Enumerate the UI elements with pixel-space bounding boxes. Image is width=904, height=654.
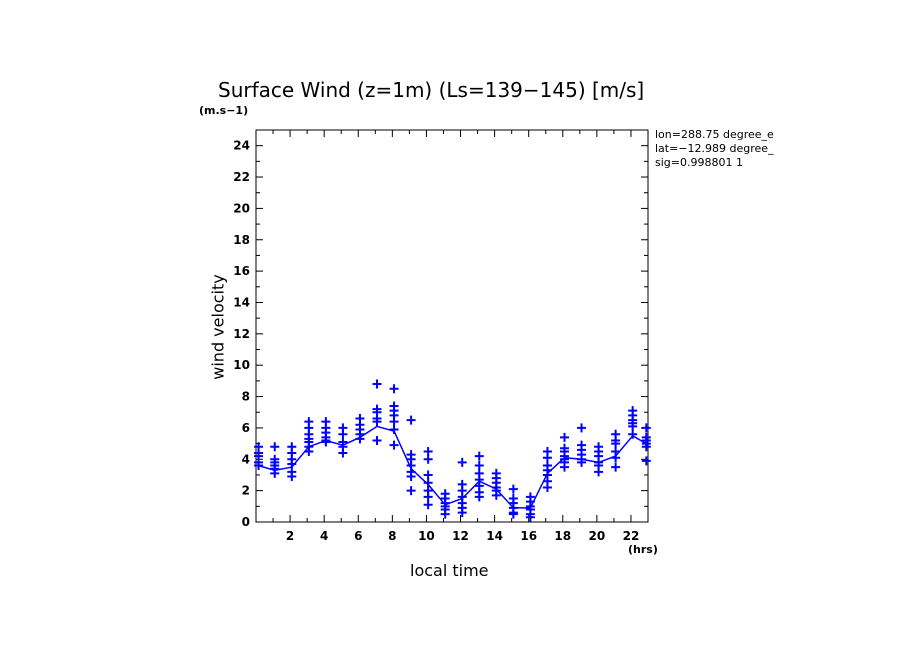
data-point: [628, 429, 638, 439]
data-point: [406, 486, 416, 496]
data-point: [270, 442, 280, 452]
x-tick-label: 16: [520, 529, 537, 543]
data-point: [611, 439, 621, 449]
chart-title: Surface Wind (z=1m) (Ls=139−145) [m/s]: [218, 78, 645, 102]
data-point: [594, 467, 604, 477]
data-point: [474, 461, 484, 471]
data-point: [525, 512, 535, 522]
data-point: [287, 472, 297, 482]
x-tick-label: 18: [554, 529, 571, 543]
data-point: [389, 417, 399, 427]
y-tick-label: 12: [233, 327, 250, 341]
y-tick-label: 18: [233, 233, 250, 247]
data-point: [423, 454, 433, 464]
data-point: [542, 483, 552, 493]
data-point: [474, 492, 484, 502]
data-point: [577, 423, 587, 433]
data-point: [611, 462, 621, 472]
x-tick-label: 2: [286, 529, 294, 543]
info-lat: lat=−12.989 degree_: [655, 142, 774, 155]
data-point: [423, 478, 433, 488]
data-point: [406, 472, 416, 482]
data-point: [372, 417, 382, 427]
y-tick-label: 4: [242, 452, 250, 466]
info-sig: sig=0.998801 1: [655, 156, 743, 169]
data-point: [542, 453, 552, 463]
y-axis-unit: (m.s−1): [199, 104, 249, 117]
data-point: [641, 442, 651, 452]
y-tick-label: 0: [242, 515, 250, 529]
data-point: [559, 432, 569, 442]
data-point: [508, 509, 518, 519]
y-tick-label: 16: [233, 264, 250, 278]
y-tick-label: 24: [233, 139, 250, 153]
y-tick-label: 10: [233, 358, 250, 372]
x-tick-label: 20: [589, 529, 606, 543]
data-point: [440, 509, 450, 519]
x-tick-label: 12: [452, 529, 469, 543]
data-point: [508, 484, 518, 494]
data-point: [389, 440, 399, 450]
data-point: [559, 462, 569, 472]
data-marks: [254, 379, 651, 522]
y-tick-label: 8: [242, 390, 250, 404]
mean-line: [258, 425, 647, 509]
data-point: [457, 457, 467, 467]
x-tick-label: 14: [486, 529, 503, 543]
data-point: [641, 423, 651, 433]
x-tick-label: 8: [388, 529, 396, 543]
x-axis-label: local time: [410, 561, 489, 580]
data-point: [389, 384, 399, 394]
x-tick-label: 10: [418, 529, 435, 543]
info-lon: lon=288.75 degree_e: [655, 128, 774, 141]
y-tick-label: 6: [242, 421, 250, 435]
data-point: [338, 448, 348, 458]
data-point: [254, 461, 264, 471]
data-point: [406, 415, 416, 425]
data-point: [372, 435, 382, 445]
y-tick-label: 22: [233, 170, 250, 184]
y-tick-label: 20: [233, 201, 250, 215]
data-point: [457, 508, 467, 518]
y-tick-label: 14: [233, 295, 250, 309]
x-axis-unit: (hrs): [628, 543, 658, 556]
x-tick-label: 6: [354, 529, 362, 543]
data-point: [628, 421, 638, 431]
plot-frame: [255, 129, 649, 523]
data-point: [423, 500, 433, 510]
data-point: [423, 446, 433, 456]
x-tick-label: 4: [320, 529, 328, 543]
data-point: [423, 492, 433, 502]
data-point: [474, 451, 484, 461]
data-point: [423, 470, 433, 480]
data-point: [338, 429, 348, 439]
info-box: lon=288.75 degree_e lat=−12.989 degree_ …: [655, 128, 780, 170]
y-tick-label: 2: [242, 484, 250, 498]
x-tick-label: 22: [623, 529, 640, 543]
data-point: [372, 379, 382, 389]
data-point: [304, 446, 314, 456]
data-point: [641, 456, 651, 466]
data-point: [491, 490, 501, 500]
